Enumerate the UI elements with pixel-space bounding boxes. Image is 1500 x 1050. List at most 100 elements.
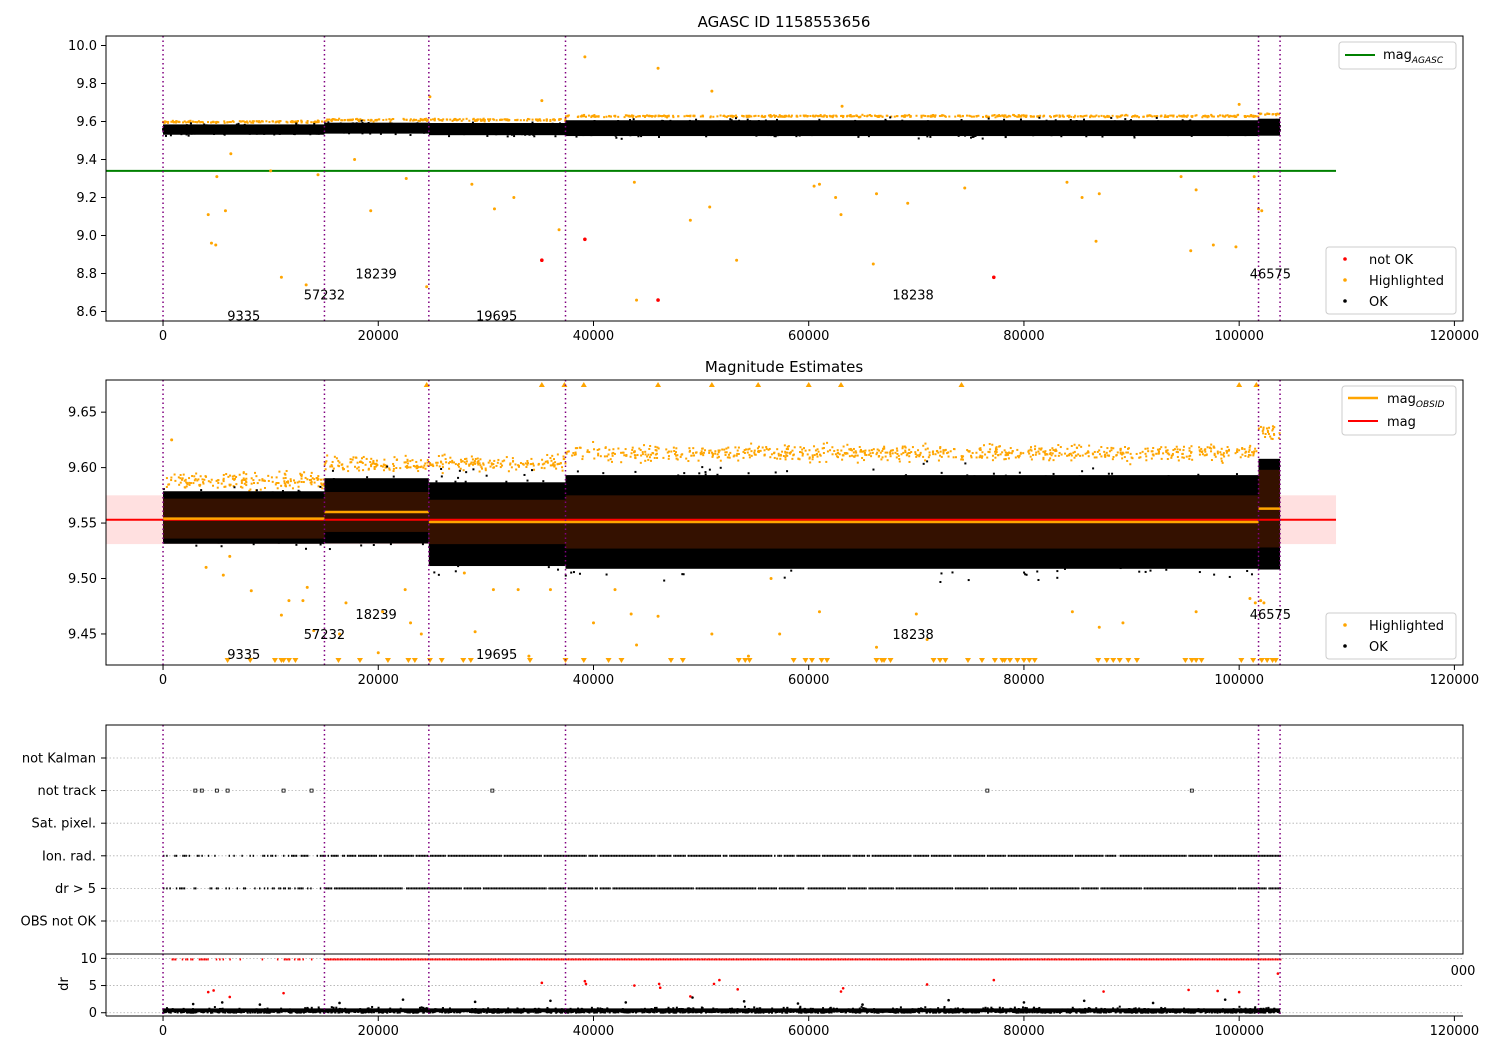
highlighted-point — [421, 119, 424, 122]
ok-point — [195, 126, 198, 129]
ok-point — [998, 124, 1001, 127]
highlighted-point — [231, 475, 234, 478]
ok-point — [445, 127, 448, 130]
highlighted-point — [488, 459, 491, 462]
ok-point — [797, 120, 800, 123]
highlighted-point — [1126, 451, 1129, 454]
ok-point — [862, 125, 865, 128]
highlighted-point — [635, 298, 639, 302]
ok-point — [1021, 124, 1024, 127]
highlighted-point — [245, 473, 248, 476]
ok-point — [1246, 125, 1249, 128]
ok-point — [1239, 125, 1242, 128]
ok-point — [228, 130, 231, 133]
ok-point — [629, 119, 632, 122]
highlighted-point — [965, 114, 968, 117]
ok-point — [975, 124, 978, 127]
ok-point — [1132, 122, 1135, 125]
ok-point — [344, 129, 347, 132]
ok-point — [1262, 129, 1265, 132]
ok-point — [289, 124, 292, 127]
highlighted-point — [754, 453, 757, 456]
ok-point — [1257, 119, 1260, 122]
highlighted-point — [1119, 115, 1122, 118]
ok-point — [1278, 128, 1281, 131]
ok-point — [693, 127, 696, 130]
highlighted-point — [717, 455, 720, 458]
ok-point — [550, 128, 553, 131]
highlighted-point — [1156, 448, 1159, 451]
ok-point — [529, 130, 532, 133]
highlighted-point — [451, 119, 454, 122]
highlighted-point — [470, 461, 473, 464]
ok-point — [1130, 133, 1133, 136]
ok-point — [367, 130, 370, 133]
highlighted-point — [731, 116, 734, 119]
ok-point — [1136, 123, 1139, 126]
highlighted-point — [849, 114, 852, 117]
highlighted-point — [470, 455, 473, 458]
highlighted-point — [627, 115, 630, 118]
ok-point — [524, 130, 527, 133]
highlighted-point — [1264, 435, 1267, 438]
highlighted-point — [1029, 115, 1032, 118]
ok-point — [750, 124, 753, 127]
ok-point — [1054, 130, 1057, 133]
ok-point — [764, 119, 767, 122]
ok-point — [720, 130, 723, 133]
ok-point — [415, 127, 418, 130]
ok-point — [630, 128, 633, 131]
ok-point — [712, 125, 715, 128]
highlighted-point — [1237, 102, 1241, 106]
ok-point — [1231, 125, 1234, 128]
ok-point — [1133, 126, 1136, 129]
highlighted-point — [1105, 451, 1108, 454]
ok-point — [721, 121, 724, 124]
highlighted-point — [750, 454, 753, 457]
ok-point — [1079, 122, 1082, 125]
highlighted-point — [457, 118, 460, 121]
ok-point — [1262, 125, 1265, 128]
ok-point — [275, 127, 278, 130]
ok-point — [308, 124, 311, 127]
ok-point — [1154, 123, 1157, 126]
ok-point — [481, 125, 484, 128]
ok-point — [672, 130, 675, 133]
highlighted-point — [415, 118, 418, 121]
highlighted-point — [1227, 448, 1230, 451]
ok-point — [296, 126, 299, 129]
ok-point — [673, 126, 676, 129]
ok-point — [308, 125, 311, 128]
ok-point — [489, 131, 492, 134]
ok-point — [170, 127, 173, 130]
highlighted-point — [492, 466, 495, 469]
ok-point — [836, 124, 839, 127]
highlighted-point — [821, 447, 824, 450]
ok-point — [560, 124, 563, 127]
highlighted-point — [858, 445, 861, 448]
highlighted-point — [1190, 451, 1193, 454]
ok-point — [600, 123, 603, 126]
highlighted-point — [748, 456, 751, 459]
highlighted-point — [1094, 115, 1097, 118]
highlighted-point — [210, 121, 213, 124]
highlighted-point — [961, 115, 964, 118]
ok-point — [928, 133, 931, 136]
highlighted-point — [1049, 451, 1052, 454]
highlighted-point — [859, 450, 862, 453]
ok-point — [1242, 132, 1245, 135]
highlighted-point — [842, 445, 845, 448]
highlighted-point — [189, 482, 192, 485]
ok-point — [826, 132, 829, 135]
ok-point — [1140, 127, 1143, 130]
highlighted-point — [432, 118, 435, 121]
highlighted-point — [1085, 114, 1088, 117]
ok-point — [473, 128, 476, 131]
ok-point — [555, 128, 558, 131]
ok-point — [246, 125, 249, 128]
ok-point — [1050, 128, 1053, 131]
ok-point — [1073, 130, 1076, 133]
highlighted-point — [223, 121, 226, 124]
highlighted-point — [509, 462, 512, 465]
highlighted-point — [393, 456, 396, 459]
